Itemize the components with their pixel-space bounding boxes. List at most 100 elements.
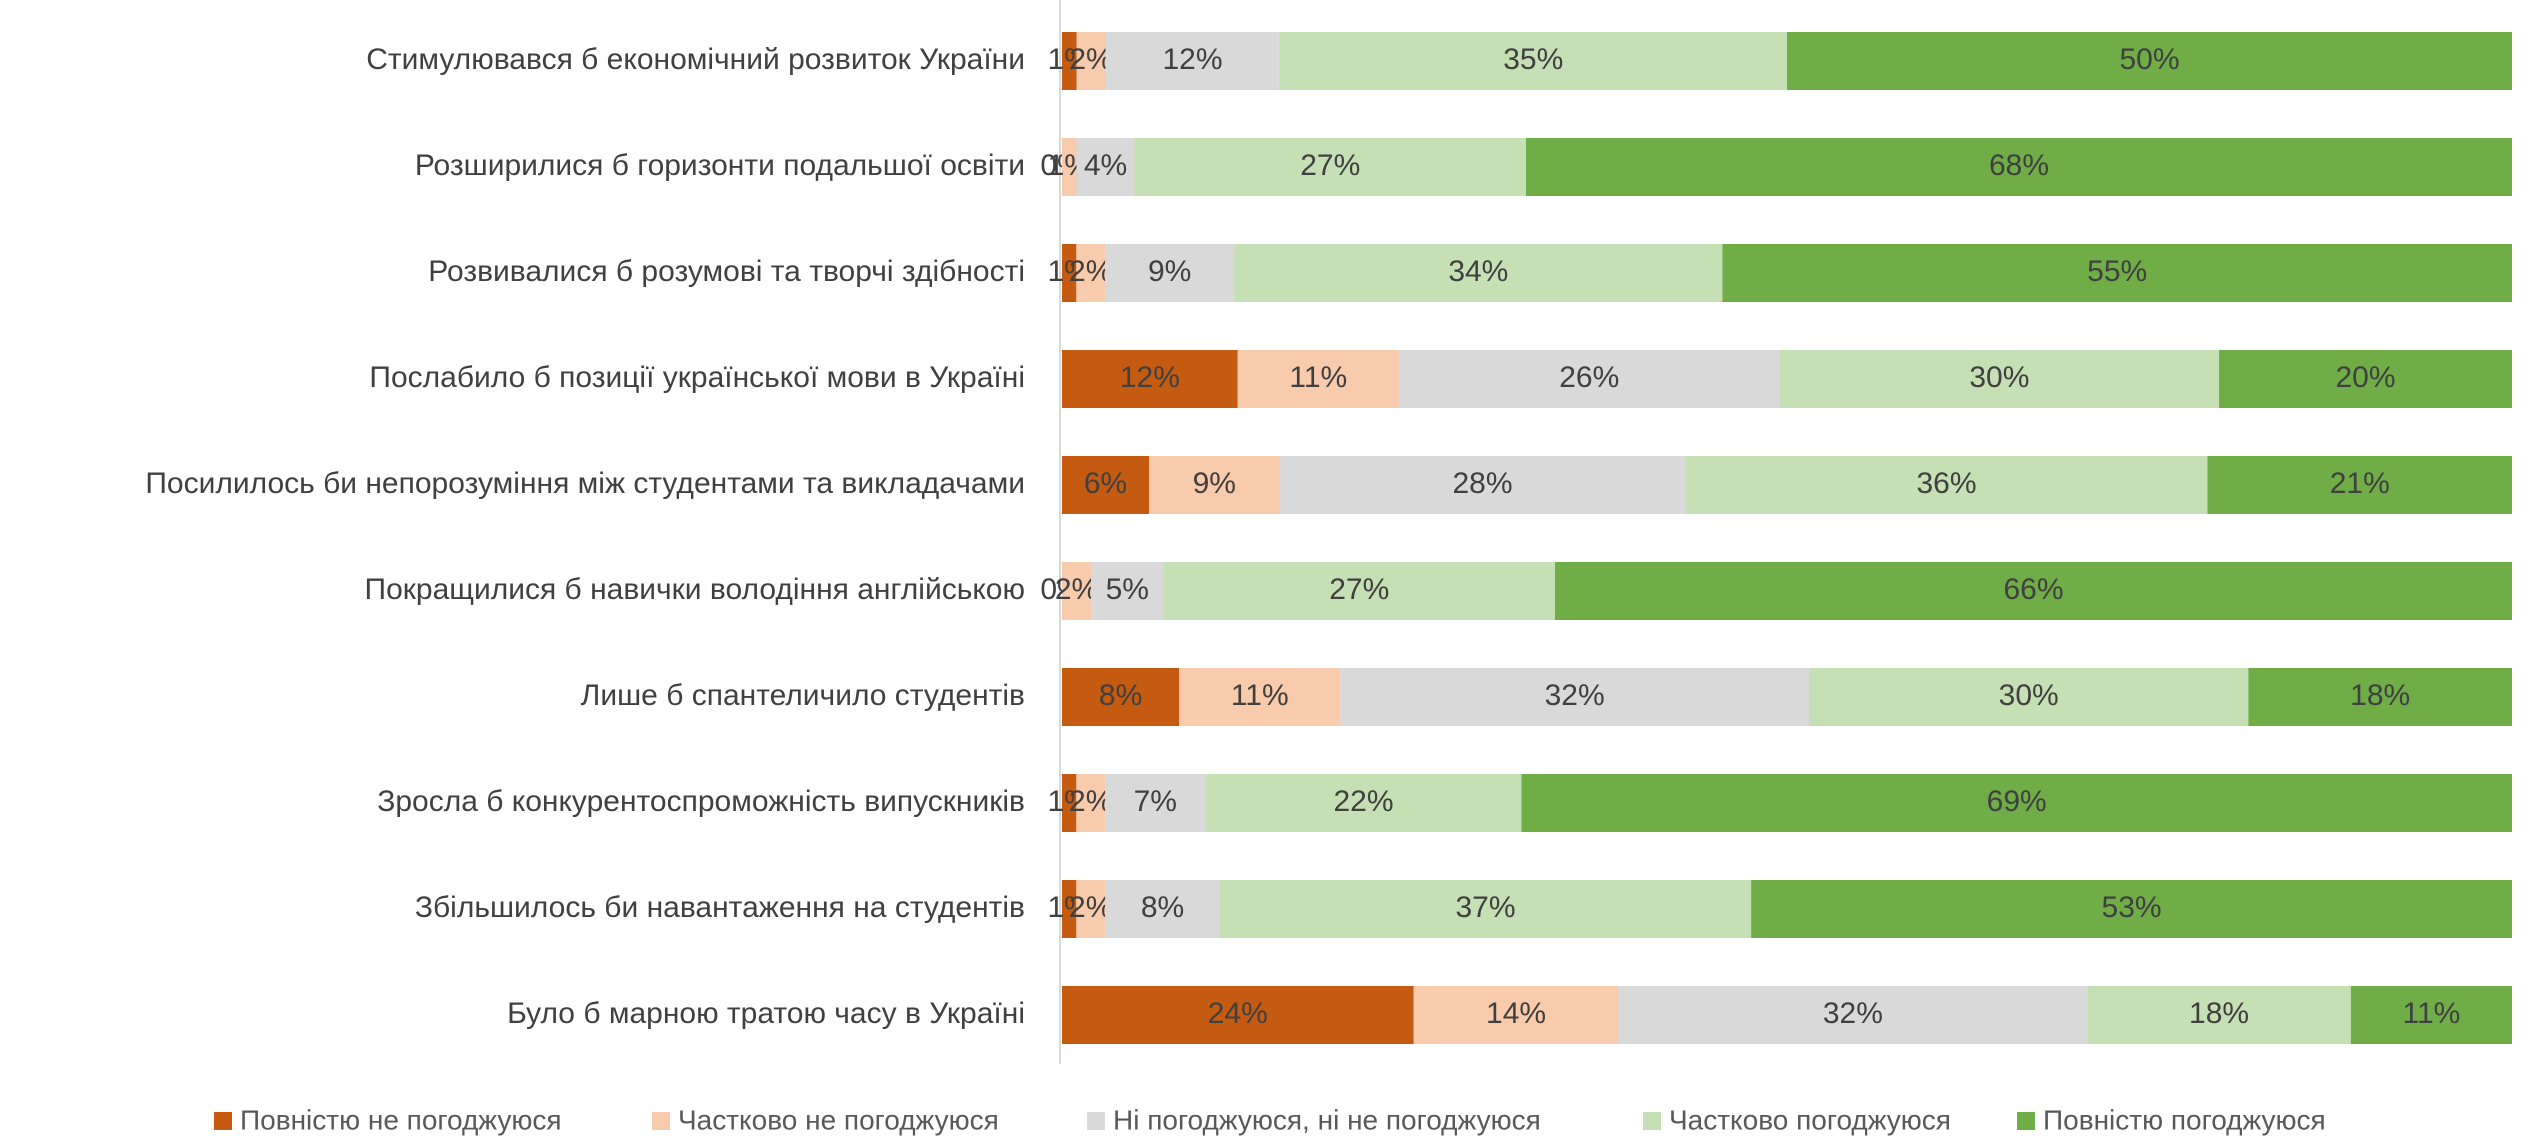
bar-segment [1105,880,1220,938]
data-label: 28% [1452,467,1512,500]
data-label: 30% [1999,679,2059,712]
data-label: 9% [1193,467,1236,500]
bar-segment [2350,986,2512,1044]
category-label: Зросла б конкурентоспроможність випускни… [377,785,1025,818]
category-label: Стимулювався б економічний розвиток Укра… [366,43,1025,76]
data-label: 2% [1069,43,1112,76]
bar-segment [1751,880,2512,938]
bar-segment [1062,668,1180,726]
data-label: 69% [1987,785,2047,818]
bar-segment [1062,880,1077,938]
bar-segment [1105,774,1206,832]
legend-swatch [1643,1112,1661,1130]
bar-segment [1076,774,1106,832]
category-label: Посилилось би непорозуміння між студента… [145,467,1025,500]
bar-segment [1062,138,1077,196]
bar-segment [1526,138,2512,196]
category-label: Розвивалися б розумові та творчі здібнос… [428,255,1025,288]
bar-segment [1062,32,1077,90]
legend-label: Повністю не погоджуюся [240,1104,562,1135]
data-label: 53% [2102,891,2162,924]
bar-segment [1618,986,2088,1044]
data-label: 6% [1084,467,1127,500]
bar-segment [1062,456,1149,514]
legend-swatch [2017,1112,2035,1130]
bar-segment [2248,668,2512,726]
data-label: 24% [1208,997,1268,1030]
data-label: 7% [1134,785,1177,818]
legend-label: Частково погоджуюся [1669,1104,1951,1135]
bar-segment [1787,32,2512,90]
legend-label: Частково не погоджуюся [678,1104,999,1135]
data-label: 12% [1120,361,1180,394]
data-label: 27% [1329,573,1389,606]
data-label: 2% [1055,573,1098,606]
data-label: 8% [1099,679,1142,712]
legend-swatch [1087,1112,1105,1130]
data-label: 66% [2003,573,2063,606]
legend-swatch [214,1112,232,1130]
data-label: 50% [2119,43,2179,76]
bar-segment [1237,350,1399,408]
legend-swatch [652,1112,670,1130]
bar-segment [1279,32,1787,90]
bar-segment [1179,668,1341,726]
bar-segment [1808,668,2249,726]
bar-segment [1062,986,1414,1044]
bar-segment [1521,774,2512,832]
data-label: 35% [1503,43,1563,76]
bar-segment [1062,350,1238,408]
bar-segment [1062,244,1077,302]
bar-segment [1105,32,1280,90]
data-label: 22% [1333,785,1393,818]
bar-segment [2087,986,2351,1044]
bar-segment [1062,562,1091,620]
data-label: 18% [2189,997,2249,1030]
data-label: 30% [1969,361,2029,394]
category-label: Покращилися б навички володіння англійсь… [365,573,1025,606]
bar-segment [1555,562,2512,620]
data-label: 9% [1148,255,1191,288]
bar-segment [1076,32,1106,90]
category-label: Розширилися б горизонти подальшої освіти [415,149,1025,182]
bar-segment [1091,562,1164,620]
bar-segment [2219,350,2512,408]
legend-label: Ні погоджуюся, ні не погоджуюся [1113,1104,1541,1135]
category-label: Було б марною тратою часу в Україні [507,997,1025,1030]
data-label: 12% [1162,43,1222,76]
category-label: Послабило б позиції української мови в У… [369,361,1025,394]
bar-segment [1413,986,1619,1044]
bar-segment [1105,244,1235,302]
data-label: 21% [2330,467,2390,500]
data-label: 14% [1486,997,1546,1030]
data-label: 68% [1989,149,2049,182]
data-label: 32% [1823,997,1883,1030]
bar-segment [1134,138,1526,196]
bar-segment [1340,668,1809,726]
data-label: 11% [1289,361,1347,394]
bar-segment [1398,350,1780,408]
data-label: 32% [1545,679,1605,712]
data-label: 36% [1916,467,1976,500]
bar-segment [1722,244,2512,302]
bar-segment [1149,456,1280,514]
category-label: Лише б спантеличило студентів [581,679,1025,712]
data-label: 34% [1448,255,1508,288]
data-label: 5% [1106,573,1149,606]
bar-segment [1076,138,1135,196]
bar-segment [1163,562,1555,620]
bar-segment [1219,880,1752,938]
bar-segment [2207,456,2512,514]
bar-segment [1076,880,1106,938]
bar-segment [1076,244,1106,302]
category-label: Збільшилось би навантаження на студентів [415,891,1025,924]
bar-segment [1062,774,1077,832]
legend-label: Повністю погоджуюся [2043,1104,2326,1135]
data-label: 4% [1084,149,1127,182]
bar-segment [1685,456,2208,514]
bar-segment [1205,774,1522,832]
data-label: 55% [2087,255,2147,288]
data-label: 20% [2336,361,2396,394]
bar-segment [1279,456,1686,514]
